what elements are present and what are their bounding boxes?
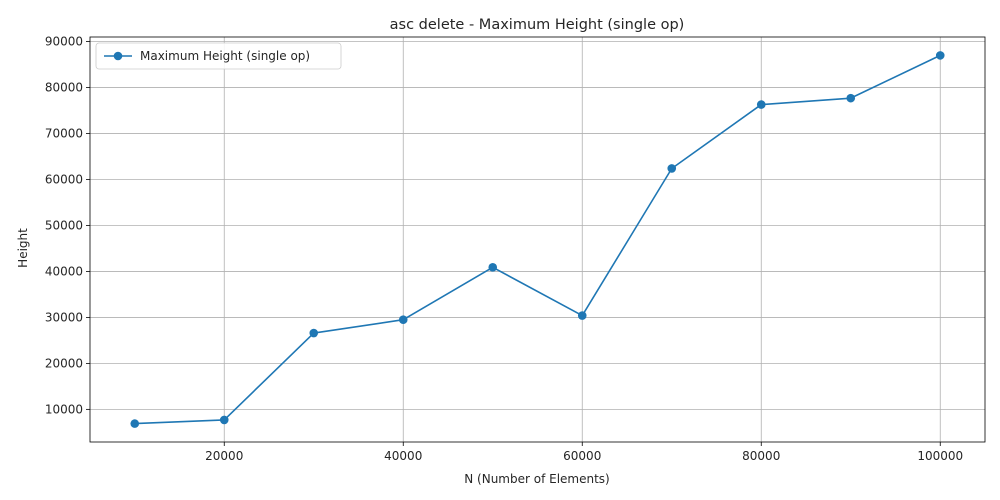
x-axis-label: N (Number of Elements)	[464, 472, 610, 486]
series-line	[134, 54, 941, 425]
y-tick-label: 80000	[45, 81, 83, 95]
data-point	[756, 100, 766, 109]
x-tick-label: 40000	[384, 449, 422, 463]
y-tick-label: 50000	[45, 218, 83, 232]
x-tick-label: 80000	[742, 449, 780, 463]
y-tick-label: 90000	[45, 35, 83, 49]
y-tick-label: 10000	[45, 402, 83, 416]
y-axis-label: Height	[16, 228, 30, 268]
series	[130, 51, 945, 428]
y-tick-label: 40000	[45, 264, 83, 278]
y-tick-label: 60000	[45, 173, 83, 187]
chart-title: asc delete - Maximum Height (single op)	[390, 17, 685, 33]
data-point	[846, 93, 856, 103]
legend-box	[95, 42, 342, 70]
data-point	[577, 311, 587, 320]
legend-label: Maximum Height (single op)	[140, 49, 310, 63]
grid	[90, 37, 985, 442]
data-point	[398, 315, 408, 325]
plot-frame	[89, 36, 986, 443]
x-tick-label: 20000	[205, 449, 243, 463]
legend: Maximum Height (single op)	[95, 42, 342, 70]
data-point	[130, 419, 140, 428]
y-tick-label: 20000	[45, 356, 83, 370]
data-point	[935, 51, 945, 60]
data-point	[219, 415, 229, 425]
data-point	[488, 263, 498, 272]
data-point	[309, 328, 319, 338]
data-point	[667, 164, 677, 173]
legend-marker	[113, 51, 123, 61]
x-tick-label: 60000	[563, 449, 601, 463]
x-tick-label: 100000	[917, 449, 963, 463]
y-tick-label: 70000	[45, 127, 83, 141]
axes: 20000 40000 60000 80000 100000 10000 20000 3000…	[45, 35, 986, 463]
y-tick-label: 30000	[45, 310, 83, 324]
